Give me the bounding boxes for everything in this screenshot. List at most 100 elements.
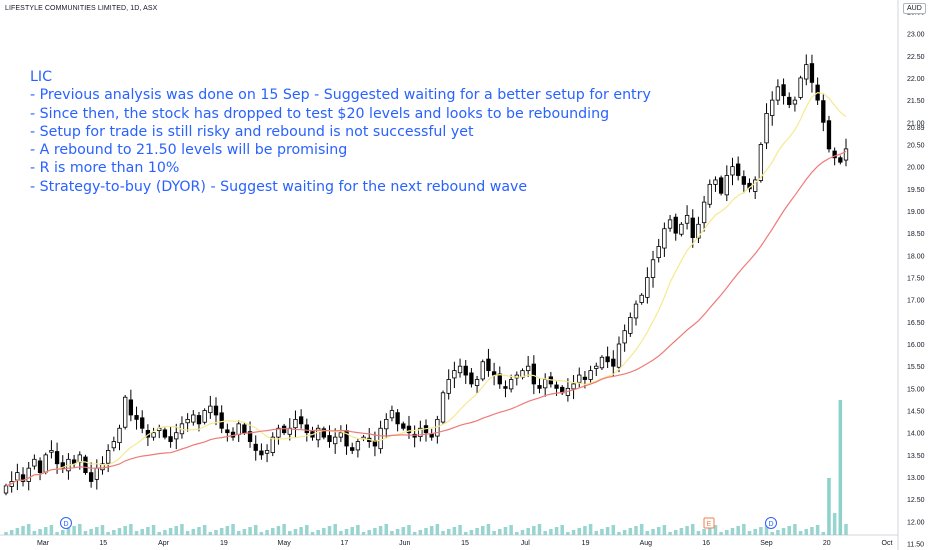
candle-body (616, 343, 622, 368)
candle-body (843, 148, 849, 161)
candle-body (684, 215, 690, 224)
candle-body (753, 179, 758, 192)
candle-body (100, 463, 105, 471)
candle-body (667, 219, 673, 229)
volume-bar (327, 526, 332, 535)
volume-bar (560, 525, 564, 535)
volume-bar (112, 530, 116, 535)
volume-bar (821, 532, 826, 535)
price-tick-label: 23.00 (907, 32, 925, 39)
volume-bar (72, 526, 76, 535)
volume-bar (78, 524, 82, 535)
candle-body (838, 157, 843, 163)
candle-body (242, 424, 247, 434)
volume-bar (441, 531, 445, 535)
volume-bar (350, 527, 354, 535)
volume-bar (736, 526, 740, 535)
volume-bar (174, 526, 179, 535)
candle-body (594, 365, 599, 369)
candle-body (650, 259, 656, 278)
volume-bar (32, 531, 37, 535)
volume-bar (378, 526, 383, 535)
candle-body (3, 485, 9, 494)
candle-body (94, 467, 99, 480)
volume-bar (21, 526, 25, 535)
candle-body (401, 423, 406, 429)
volume-bar (259, 532, 264, 535)
candle-body (457, 365, 463, 374)
candle-body (293, 419, 298, 429)
volume-bar (276, 526, 281, 535)
candle-body (582, 376, 588, 380)
volume-bar (702, 529, 706, 535)
chart-title: LIFESTYLE COMMUNITIES LIMITED, 1D, ASX (5, 5, 158, 12)
candle-body (236, 423, 241, 435)
volume-bar (673, 530, 678, 535)
volume-bar (356, 525, 360, 535)
candle-body (605, 356, 610, 363)
volume-bar (191, 529, 196, 535)
volume-bar (554, 527, 559, 535)
candle-body (787, 96, 792, 105)
volume-bar (498, 529, 502, 535)
candle-body (196, 415, 202, 425)
candle-body (418, 427, 423, 438)
price-tick-label: 18.50 (907, 231, 925, 238)
volume-bar (288, 531, 292, 535)
volume-bar (282, 524, 286, 535)
volume-bar (333, 524, 337, 535)
candle-body (770, 99, 775, 116)
time-tick-label: 15 (99, 540, 107, 547)
volume-bar (600, 529, 604, 535)
dividend-marker-label: D (768, 521, 773, 528)
candle-body (724, 175, 729, 196)
volume-bar (804, 529, 809, 535)
volume-bar (725, 530, 729, 535)
candle-body (826, 120, 832, 150)
volume-bar (361, 532, 366, 535)
volume-bar (236, 531, 241, 535)
candle-body (775, 86, 781, 101)
volume-bar (26, 524, 31, 535)
candle-body (679, 223, 684, 235)
volume-bar (793, 524, 797, 535)
volume-bar (753, 529, 757, 535)
volume-bar (38, 529, 42, 535)
price-tick-label: 18.00 (907, 253, 925, 260)
candle-body (486, 358, 491, 372)
price-tick-label: 20.00 (907, 165, 925, 172)
volume-bar (265, 530, 269, 535)
time-tick-label: 19 (582, 540, 590, 547)
earnings-marker-label: E (707, 521, 712, 528)
price-tick-label: 14.00 (907, 431, 925, 438)
volume-group (4, 400, 848, 535)
candle-body (577, 374, 582, 383)
candle-body (406, 425, 412, 434)
candle-body (37, 460, 43, 474)
candle-body (247, 431, 253, 442)
price-tick-label: 20.50 (907, 142, 925, 149)
volume-bar (520, 530, 525, 535)
event-marker: D (765, 517, 777, 529)
volume-bar (463, 532, 468, 535)
volume-bar (316, 530, 320, 535)
volume-bar (225, 526, 230, 535)
price-tick-label: 13.50 (907, 453, 925, 460)
volume-bar (248, 527, 252, 535)
volume-bar (662, 525, 667, 535)
price-tick-label: 13.00 (907, 475, 925, 482)
volume-bar (770, 532, 774, 535)
volume-bar (367, 530, 372, 535)
currency-badge[interactable]: AUD (903, 3, 926, 14)
candle-body (259, 450, 264, 456)
time-tick-label: Sep (760, 540, 773, 547)
candle-body (537, 385, 542, 389)
candle-body (191, 414, 196, 423)
annotation-line-risk: - Setup for trade is still risky and reb… (30, 123, 474, 140)
candle-body (20, 474, 26, 482)
volume-bar (798, 531, 803, 535)
volume-bar (668, 532, 672, 535)
time-tick-label: 16 (702, 540, 710, 547)
candle-body (718, 177, 724, 194)
